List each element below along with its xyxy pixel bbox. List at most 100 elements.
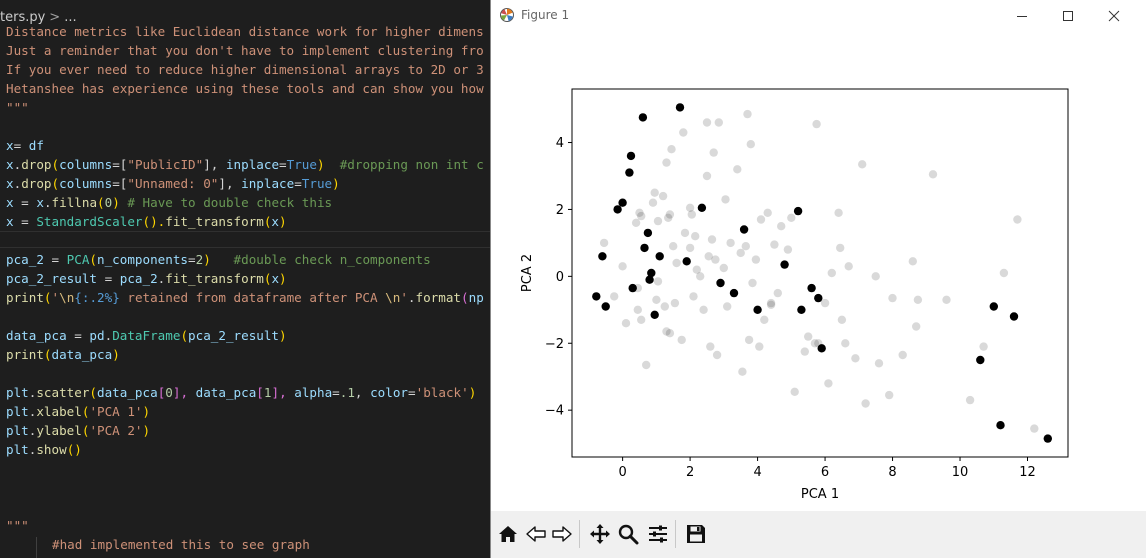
scatter-point bbox=[756, 215, 766, 224]
minimize-button[interactable] bbox=[999, 0, 1045, 31]
code-line[interactable]: pca_2 = PCA(n_components=2) #double chec… bbox=[6, 252, 431, 267]
configure-subplots-button[interactable] bbox=[645, 521, 671, 547]
scatter-point bbox=[697, 203, 707, 212]
scatter-point bbox=[714, 118, 723, 127]
scatter-points bbox=[592, 103, 1052, 443]
scatter-point bbox=[664, 213, 673, 222]
toolbar-separator bbox=[579, 520, 580, 548]
scatter-point bbox=[738, 367, 747, 376]
scatter-point bbox=[669, 242, 678, 251]
breadcrumb-symbol[interactable]: ... bbox=[64, 10, 77, 25]
y-tick-label: 0 bbox=[556, 270, 564, 285]
close-button[interactable] bbox=[1091, 0, 1137, 31]
scatter-point bbox=[691, 232, 700, 241]
scatter-chart[interactable]: 0 2 4 6 8 10 12 −4 −2 0 2 4 PCA 1 PCA 2 bbox=[491, 31, 1146, 511]
code-line[interactable]: print(data_pca) bbox=[6, 347, 120, 362]
scatter-point bbox=[598, 252, 607, 261]
code-line[interactable]: """ bbox=[6, 100, 29, 115]
y-axis-ticks: −4 −2 0 2 4 bbox=[545, 136, 572, 419]
chevron-right-icon: > bbox=[49, 10, 61, 25]
scatter-point bbox=[753, 305, 762, 314]
scatter-point bbox=[976, 355, 985, 365]
scatter-point bbox=[874, 359, 884, 368]
code-line[interactable]: """ bbox=[6, 518, 29, 533]
scatter-point bbox=[637, 315, 646, 324]
window-titlebar[interactable]: Figure 1 bbox=[491, 0, 1146, 31]
code-line[interactable]: x = x.fillna(0) # Have to double check t… bbox=[6, 195, 333, 210]
scatter-point bbox=[871, 272, 880, 281]
code-line[interactable]: print('\n{:.2%} retained from dataframe … bbox=[6, 290, 484, 305]
code-line[interactable]: Hetanshee has experience using these too… bbox=[6, 81, 484, 96]
x-axis-ticks: 0 2 4 6 8 10 12 bbox=[618, 457, 1036, 480]
scatter-point bbox=[640, 243, 649, 253]
figure-window[interactable]: Figure 1 0 2 4 6 8 10 12 −4 −2 0 2 4 PCA 1 PCA 2 bbox=[490, 0, 1146, 558]
scatter-point bbox=[797, 305, 806, 314]
scatter-point bbox=[898, 350, 907, 360]
save-floppy-icon bbox=[687, 525, 705, 543]
scatter-point bbox=[655, 252, 664, 261]
scatter-point bbox=[858, 160, 867, 169]
scatter-point bbox=[817, 344, 826, 353]
breadcrumb-file[interactable]: ters.py bbox=[0, 10, 46, 25]
scatter-point bbox=[743, 109, 752, 119]
code-line[interactable]: x.drop(columns=["Unnamed: 0"], inplace=T… bbox=[6, 176, 340, 191]
maximize-button[interactable] bbox=[1045, 0, 1091, 31]
scatter-point bbox=[942, 295, 951, 304]
x-tick-label: 8 bbox=[888, 465, 896, 480]
scatter-point bbox=[770, 240, 779, 249]
maximize-icon bbox=[1063, 10, 1073, 21]
scatter-point bbox=[804, 332, 813, 341]
code-line[interactable]: plt.show() bbox=[6, 442, 82, 457]
scatter-point bbox=[861, 399, 870, 408]
code-line[interactable]: If you ever need to reduce higher dimens… bbox=[6, 62, 484, 77]
home-button[interactable] bbox=[495, 521, 521, 547]
scatter-point bbox=[709, 148, 718, 157]
code-line[interactable]: x.drop(columns=["PublicID"], inplace=Tru… bbox=[6, 157, 484, 172]
save-button[interactable] bbox=[683, 521, 709, 547]
scatter-point bbox=[741, 242, 750, 251]
figure-canvas[interactable]: 0 2 4 6 8 10 12 −4 −2 0 2 4 PCA 1 PCA 2 bbox=[491, 31, 1146, 511]
scatter-point bbox=[662, 327, 671, 336]
code-line[interactable]: plt.scatter(data_pca[0], data_pca[1], al… bbox=[6, 385, 477, 400]
scatter-point bbox=[638, 113, 648, 122]
scatter-point bbox=[613, 205, 622, 214]
code-line[interactable]: Distance metrics like Euclidean distance… bbox=[6, 24, 484, 39]
scatter-point bbox=[999, 268, 1009, 278]
y-axis-label: PCA 2 bbox=[520, 254, 535, 292]
code-line[interactable]: Just a reminder that you don't have to i… bbox=[6, 43, 484, 58]
scatter-point bbox=[746, 140, 755, 149]
scatter-point bbox=[1030, 424, 1039, 433]
scatter-point bbox=[610, 292, 619, 301]
scatter-point bbox=[1013, 215, 1022, 224]
scatter-point bbox=[726, 238, 735, 248]
code-line[interactable]: #had implemented this to see graph bbox=[52, 537, 310, 552]
code-line[interactable]: pca_2_result = pca_2.fit_transform(x) bbox=[6, 271, 287, 286]
x-tick-label: 0 bbox=[618, 465, 626, 480]
code-line[interactable]: plt.xlabel('PCA 1') bbox=[6, 404, 151, 419]
scatter-point bbox=[665, 329, 675, 338]
scatter-point bbox=[653, 216, 663, 226]
scatter-point bbox=[642, 360, 651, 370]
matplotlib-logo-icon bbox=[500, 8, 514, 22]
zoom-button[interactable] bbox=[615, 521, 641, 547]
pan-button[interactable] bbox=[587, 521, 613, 547]
scatter-point bbox=[773, 288, 782, 298]
scatter-point bbox=[1009, 312, 1019, 321]
back-button[interactable] bbox=[523, 521, 549, 547]
forward-button[interactable] bbox=[549, 521, 575, 547]
code-line[interactable]: x= df bbox=[6, 138, 44, 153]
scatter-point bbox=[670, 298, 680, 308]
scatter-point bbox=[836, 243, 845, 253]
scatter-point bbox=[637, 211, 646, 221]
code-line[interactable]: plt.ylabel('PCA 2') bbox=[6, 423, 151, 438]
code-line[interactable]: x = StandardScaler().fit_transform(x) bbox=[6, 214, 287, 229]
scatter-point bbox=[766, 300, 776, 309]
scatter-point bbox=[647, 268, 656, 278]
scatter-point bbox=[824, 379, 833, 388]
scatter-point bbox=[885, 390, 894, 400]
code-line[interactable]: data_pca = pd.DataFrame(pca_2_result) bbox=[6, 328, 287, 343]
scatter-point bbox=[667, 145, 676, 154]
scatter-point bbox=[913, 295, 923, 304]
scatter-point bbox=[625, 168, 634, 177]
scatter-point bbox=[739, 225, 749, 234]
